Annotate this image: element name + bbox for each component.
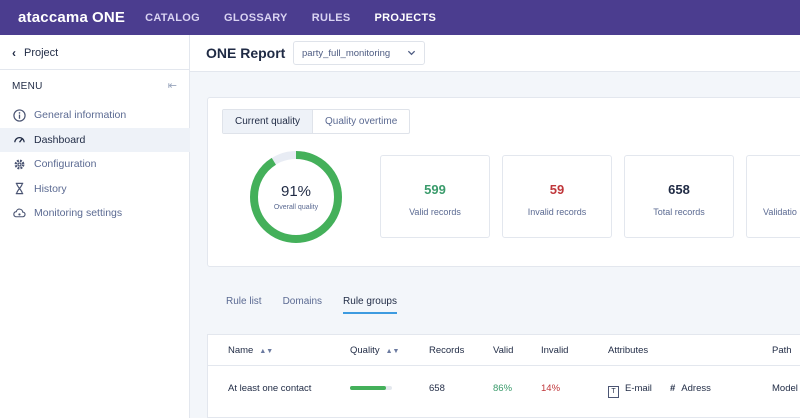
stat-label: Total records xyxy=(653,207,705,217)
sidebar-item-dashboard[interactable]: Dashboard xyxy=(0,127,190,152)
sidebar-item-label: General information xyxy=(34,109,127,122)
sidebar-item-history[interactable]: History xyxy=(0,177,190,202)
overall-quality-donut xyxy=(250,151,342,243)
column-header-attributes: Attributes xyxy=(608,345,649,356)
gear-icon xyxy=(12,157,26,171)
monitoring-select[interactable]: party_full_monitoring xyxy=(293,41,425,65)
quality-bar xyxy=(350,386,392,390)
stat-label: Valid records xyxy=(409,207,461,217)
stat-label: Validatio xyxy=(763,207,797,217)
sidebar-item-configuration[interactable]: Configuration xyxy=(0,152,190,177)
tab-rule-groups[interactable]: Rule groups xyxy=(343,296,397,314)
collapse-sidebar-icon[interactable]: ⇤ xyxy=(167,80,177,92)
info-icon xyxy=(12,108,26,122)
sidebar-menu: General information Dashboard Configurat… xyxy=(0,103,190,226)
sidebar-item-label: Monitoring settings xyxy=(34,207,123,220)
chevron-left-icon: ‹ xyxy=(12,46,16,60)
logo-suffix: ONE xyxy=(92,9,126,26)
stat-value: 658 xyxy=(668,182,690,197)
app-logo[interactable]: ataccama ONE xyxy=(18,9,125,26)
nav-item-catalog[interactable]: CATALOG xyxy=(145,11,200,24)
nav-item-projects[interactable]: PROJECTS xyxy=(374,11,437,24)
stat-valid-records: 599 Valid records xyxy=(380,155,490,238)
stat-value: 59 xyxy=(549,182,565,197)
quality-bar-fill xyxy=(350,386,387,390)
column-header-records: Records xyxy=(429,345,465,356)
column-header-invalid: Invalid xyxy=(541,345,569,356)
tab-domains[interactable]: Domains xyxy=(282,296,323,307)
column-header-label: Name xyxy=(228,345,254,356)
column-header-label: Quality xyxy=(350,345,380,356)
sort-icon[interactable]: ▲▼ xyxy=(385,348,400,355)
stat-total-records: 658 Total records xyxy=(624,155,734,238)
rule-tabs: Rule list Domains Rule groups xyxy=(226,296,418,314)
nav-item-rules[interactable]: RULES xyxy=(311,11,351,24)
sidebar-item-general-information[interactable]: General information xyxy=(0,103,190,128)
column-header-quality[interactable]: Quality ▲▼ xyxy=(350,345,399,356)
row-attribute-email[interactable]: T E-mail xyxy=(608,383,652,398)
quality-tabs: Current quality Quality overtime xyxy=(222,109,411,134)
donut-center: 91% Overall quality xyxy=(246,147,346,247)
stat-invalid-records: 59 Invalid records xyxy=(502,155,612,238)
column-header-path: Path xyxy=(772,345,792,356)
text-type-icon: T xyxy=(608,386,619,398)
table-header-divider xyxy=(208,365,800,366)
sidebar: ‹ Project MENU ⇤ General information Das… xyxy=(0,35,190,418)
row-name[interactable]: At least one contact xyxy=(228,383,312,394)
tab-rule-list[interactable]: Rule list xyxy=(226,296,262,307)
logo-text: ataccama xyxy=(18,9,88,26)
attribute-name: Adress xyxy=(681,383,711,394)
sidebar-item-label: Configuration xyxy=(34,158,97,171)
overall-quality-label: Overall quality xyxy=(273,204,319,211)
tab-quality-overtime[interactable]: Quality overtime xyxy=(325,116,398,127)
rule-groups-table: Name ▲▼ Quality ▲▼ Records Valid Invalid A… xyxy=(207,334,800,418)
donut-arc xyxy=(250,151,342,243)
sidebar-item-label: Dashboard xyxy=(34,133,86,146)
monitoring-select-value: party_full_monitoring xyxy=(302,47,391,59)
chevron-down-icon xyxy=(407,48,416,60)
overall-quality-percent: 91% xyxy=(280,183,312,200)
row-valid: 86% xyxy=(493,383,513,394)
stat-validations: 1 Validatio xyxy=(746,155,800,238)
row-attribute-adress[interactable]: # Adress xyxy=(670,383,711,394)
row-path[interactable]: Model xyxy=(772,383,798,394)
row-records: 658 xyxy=(429,383,445,394)
page-header: ONE Report party_full_monitoring xyxy=(190,35,800,72)
hourglass-icon xyxy=(12,182,26,196)
main-nav: CATALOG GLOSSARY RULES PROJECTS xyxy=(145,12,460,24)
stat-value: 599 xyxy=(424,182,446,197)
quality-overview-card: Current quality Quality overtime 91% Ove… xyxy=(207,97,800,267)
column-header-name[interactable]: Name ▲▼ xyxy=(228,345,273,356)
tab-current-quality[interactable]: Current quality xyxy=(223,110,314,133)
sidebar-item-monitoring-settings[interactable]: Monitoring settings xyxy=(0,201,190,226)
menu-title: MENU xyxy=(12,81,43,92)
dashboard-icon xyxy=(12,133,26,147)
sort-icon[interactable]: ▲▼ xyxy=(259,348,274,355)
back-label: Project xyxy=(24,47,59,59)
nav-item-glossary[interactable]: GLOSSARY xyxy=(223,11,288,24)
sidebar-divider xyxy=(0,69,190,70)
attribute-name: E-mail xyxy=(625,383,652,394)
cloud-settings-icon xyxy=(12,206,26,220)
row-invalid: 14% xyxy=(541,383,561,394)
sidebar-item-label: History xyxy=(34,182,67,195)
back-to-project-link[interactable]: ‹ Project xyxy=(12,46,58,60)
page-title: ONE Report xyxy=(206,45,286,61)
stat-label: Invalid records xyxy=(527,207,587,217)
top-navigation-bar: ataccama ONE CATALOG GLOSSARY RULES PROJE… xyxy=(0,0,800,35)
hash-icon: # xyxy=(670,383,676,394)
column-header-valid: Valid xyxy=(493,345,514,356)
